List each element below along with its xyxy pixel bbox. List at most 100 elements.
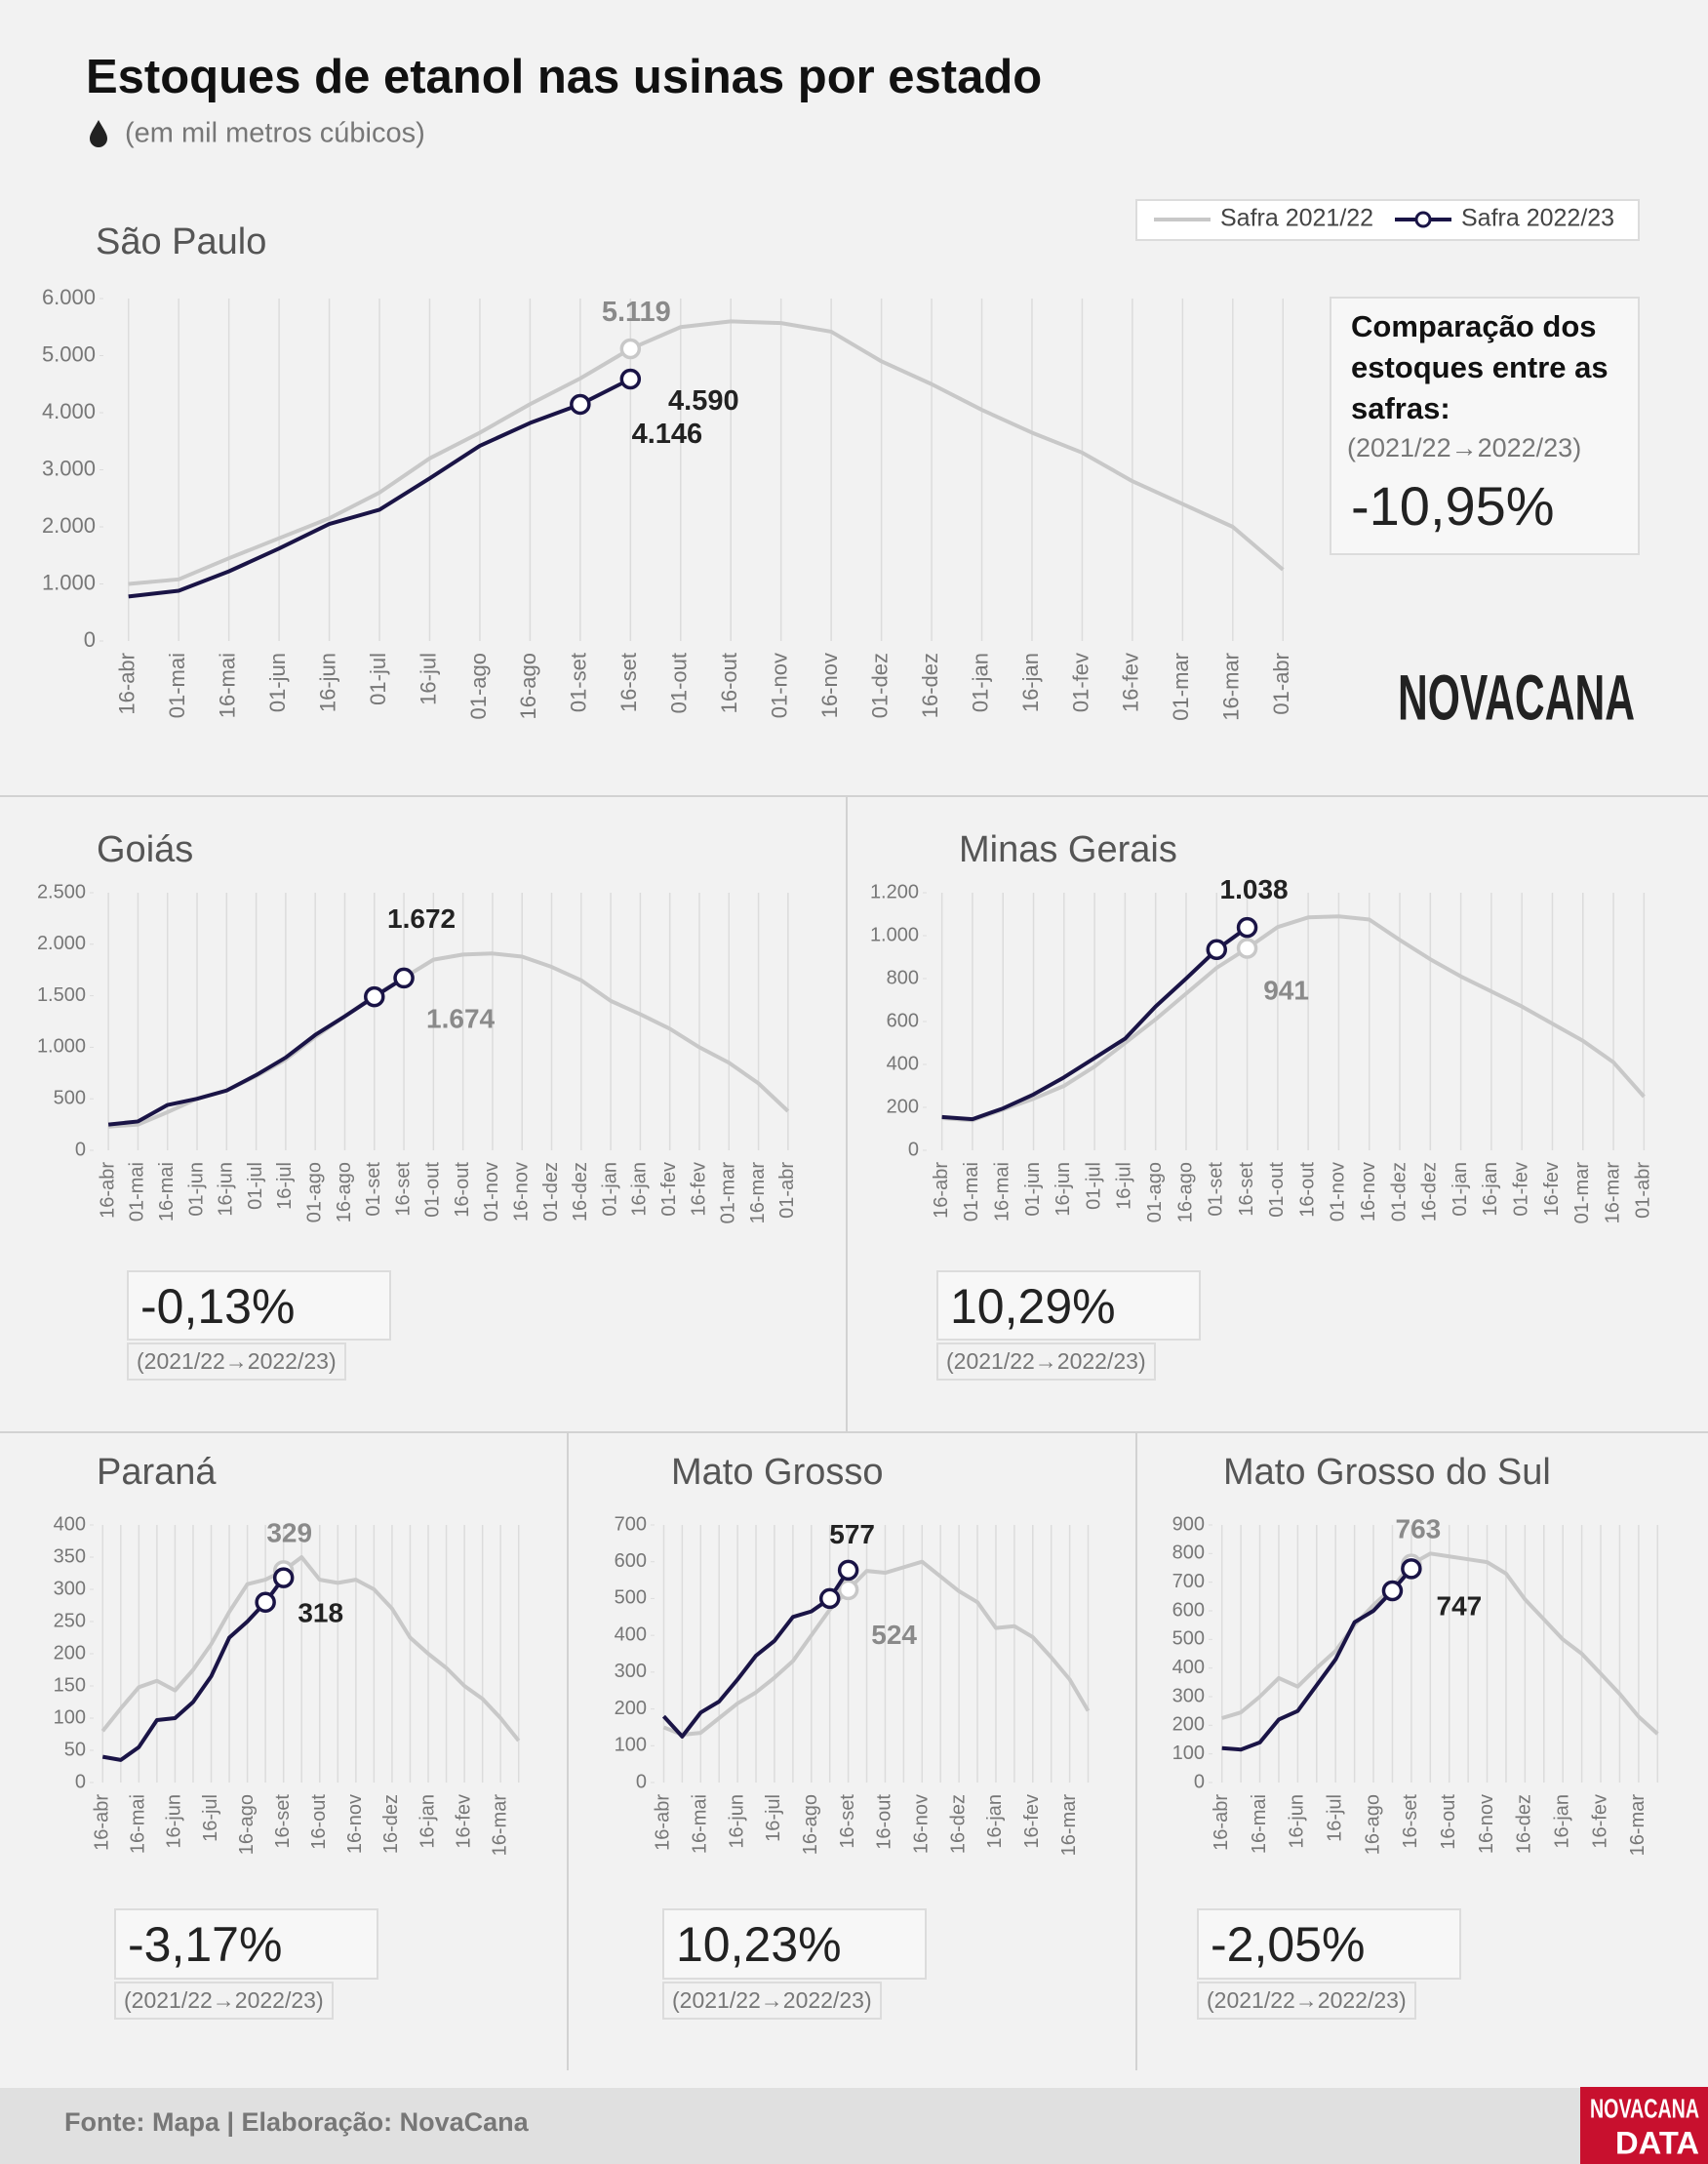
logo: NOVACANA	[1398, 661, 1635, 733]
change-value: 10,23%	[676, 1917, 842, 1972]
x-tick-label: 01-jan	[599, 1162, 620, 1217]
x-tick-label: 16-fev	[1021, 1794, 1043, 1849]
x-tick-label: 16-jan	[1480, 1162, 1501, 1217]
change-value: -0,13%	[140, 1279, 296, 1334]
x-tick-label: 01-ago	[303, 1162, 325, 1222]
x-tick-label: 16-set	[272, 1794, 294, 1849]
chart-title: Paraná	[97, 1452, 217, 1493]
series-line	[662, 1559, 1091, 1737]
x-tick-label: 16-jun	[315, 653, 339, 712]
x-tick-label: 16-jul	[1114, 1162, 1135, 1210]
x-tick-label: 16-abr	[1211, 1794, 1232, 1851]
x-tick-label: 16-fev	[1589, 1794, 1610, 1849]
x-tick-label: 16-set	[392, 1162, 414, 1217]
legend-box	[1135, 199, 1640, 241]
comparison-period: (2021/22→2022/23)	[127, 1342, 346, 1381]
comparison-period: (2021/22→2022/23)	[1347, 433, 1582, 462]
x-tick-label: 01-fev	[1510, 1162, 1531, 1217]
y-tick-label: 300	[615, 1661, 647, 1682]
y-tick-label: 500	[54, 1087, 86, 1108]
y-tick-label: 400	[54, 1513, 86, 1535]
x-tick-label: 16-abr	[97, 1162, 118, 1219]
x-tick-label: 16-set	[616, 653, 641, 712]
y-tick-label: 1.000	[42, 570, 96, 594]
y-tick-label: 100	[54, 1706, 86, 1728]
x-tick-label: 16-abr	[931, 1162, 952, 1219]
comparison-box	[662, 1908, 927, 1980]
y-tick-label: 2.000	[37, 933, 86, 954]
y-tick-label: 500	[1172, 1628, 1205, 1650]
x-tick-label: 01-abr	[776, 1162, 798, 1219]
y-tick-label: 400	[1172, 1657, 1205, 1678]
y-tick-label: 150	[54, 1674, 86, 1696]
x-tick-label: 16-jul	[763, 1794, 784, 1842]
y-tick-label: 0	[75, 1771, 86, 1792]
x-tick-label: 01-mai	[165, 653, 189, 718]
data-label: 524	[871, 1620, 917, 1650]
y-tick-label: 300	[1172, 1685, 1205, 1706]
y-tick-label: 200	[887, 1096, 919, 1117]
x-tick-label: 16-jul	[416, 653, 440, 705]
x-tick-label: 01-set	[1206, 1162, 1227, 1217]
x-tick-label: 16-ago	[516, 653, 540, 720]
x-tick-label: 01-out	[667, 653, 692, 713]
chart-title: Mato Grosso do Sul	[1223, 1452, 1551, 1493]
y-tick-label: 100	[615, 1735, 647, 1756]
legend-label: Safra 2022/23	[1461, 205, 1614, 232]
x-tick-label: 16-fev	[453, 1794, 474, 1849]
y-tick-label: 600	[615, 1550, 647, 1572]
y-tick-label: 200	[615, 1698, 647, 1719]
x-tick-label: 16-mai	[215, 653, 239, 718]
x-tick-label: 16-abr	[92, 1794, 113, 1851]
data-label: 763	[1396, 1514, 1442, 1544]
x-tick-label: 01-nov	[481, 1162, 502, 1222]
x-tick-label: 16-mai	[690, 1794, 711, 1854]
x-tick-label: 16-nov	[1358, 1162, 1379, 1222]
x-tick-label: 01-nov	[1328, 1162, 1349, 1222]
x-tick-label: 01-jul	[1083, 1162, 1104, 1210]
subtitle: (em mil metros cúbicos)	[125, 118, 425, 149]
footer-logo: DATA	[1615, 2125, 1699, 2160]
x-tick-label: 16-mar	[489, 1794, 510, 1857]
x-tick-label: 16-mai	[156, 1162, 178, 1222]
legend-marker	[1414, 211, 1432, 228]
x-tick-label: 16-jan	[1018, 653, 1043, 712]
x-tick-label: 16-jun	[1053, 1162, 1074, 1217]
y-tick-label: 200	[1172, 1714, 1205, 1736]
x-tick-label: 01-jun	[1022, 1162, 1044, 1217]
series-line	[100, 1555, 521, 1743]
x-tick-label: 16-out	[1296, 1162, 1318, 1218]
comparison-title: Comparação dos estoques entre as safras:	[1351, 309, 1609, 425]
comparison-period: (2021/22→2022/23)	[1197, 1982, 1416, 2020]
change-value: 10,29%	[950, 1279, 1116, 1334]
x-tick-label: 16-jul	[1324, 1794, 1345, 1842]
x-tick-label: 01-jan	[968, 653, 992, 712]
x-tick-label: 01-jan	[1450, 1162, 1471, 1217]
y-tick-label: 2.500	[37, 881, 86, 902]
footer-logo-bg	[1580, 2087, 1708, 2164]
y-tick-label: 600	[887, 1010, 919, 1031]
point-marker	[570, 393, 591, 416]
point-marker	[1381, 1580, 1404, 1602]
series-line	[108, 951, 790, 1129]
x-tick-label: 16-dez	[918, 653, 942, 718]
y-tick-label: 1.500	[37, 984, 86, 1006]
y-tick-label: 400	[615, 1623, 647, 1645]
x-tick-label: 16-jul	[274, 1162, 296, 1210]
series-line	[101, 1576, 286, 1762]
data-label: 1.038	[1220, 874, 1289, 904]
x-tick-label: 16-out	[874, 1794, 895, 1850]
point-marker	[255, 1591, 276, 1613]
data-label: 329	[266, 1517, 312, 1547]
chart-title: São Paulo	[96, 221, 266, 262]
x-tick-label: 16-ago	[1174, 1162, 1196, 1222]
x-tick-label: 16-out	[1438, 1794, 1459, 1850]
x-tick-label: 16-mar	[1058, 1794, 1080, 1857]
y-tick-label: 0	[84, 627, 96, 652]
change-value: -2,05%	[1211, 1917, 1366, 1972]
comparison-box	[1330, 297, 1640, 555]
x-tick-label: 01-mar	[1571, 1162, 1593, 1224]
x-tick-label: 16-ago	[236, 1794, 258, 1855]
